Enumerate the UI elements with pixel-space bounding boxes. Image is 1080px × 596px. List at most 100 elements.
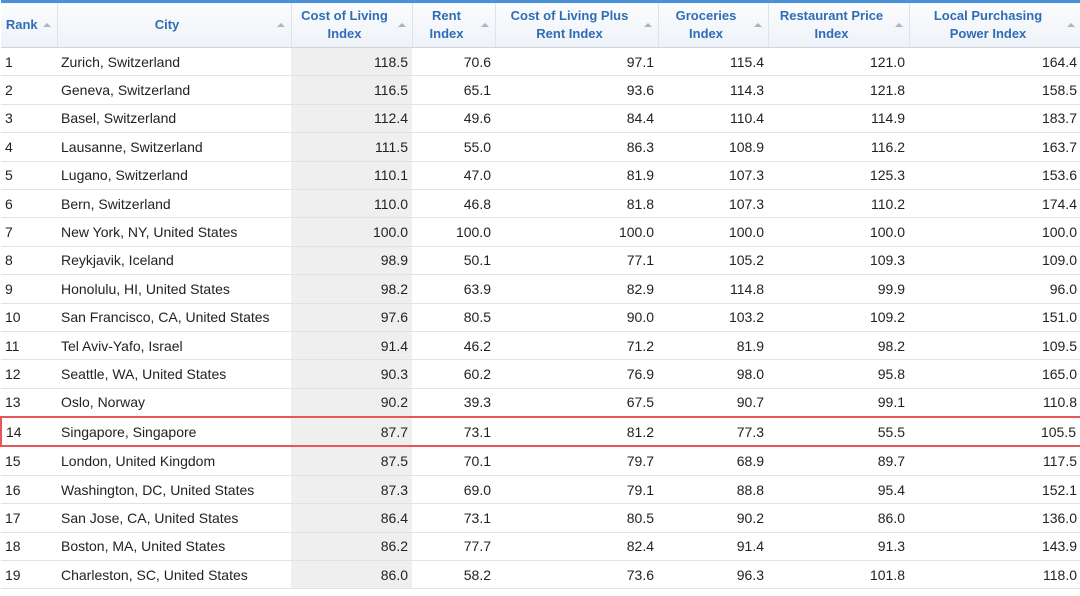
index-cell: 90.0 bbox=[495, 303, 658, 332]
index-cell: 109.0 bbox=[909, 246, 1080, 276]
index-cell: 90.2 bbox=[291, 388, 412, 418]
index-cell: 73.1 bbox=[412, 503, 495, 533]
index-cell: 79.7 bbox=[495, 446, 658, 476]
index-cell: 80.5 bbox=[495, 503, 658, 533]
index-cell: 90.2 bbox=[658, 503, 768, 533]
index-cell: 136.0 bbox=[909, 503, 1080, 533]
index-cell: 65.1 bbox=[412, 75, 495, 105]
rank-cell: 18 bbox=[1, 532, 57, 562]
city-cell: Zurich, Switzerland bbox=[57, 47, 291, 77]
index-cell: 86.3 bbox=[495, 132, 658, 162]
index-cell: 110.8 bbox=[909, 388, 1080, 418]
index-cell: 118.0 bbox=[909, 560, 1080, 590]
index-cell: 100.0 bbox=[909, 217, 1080, 247]
index-cell: 165.0 bbox=[909, 359, 1080, 389]
index-cell: 98.0 bbox=[658, 359, 768, 389]
index-cell: 125.3 bbox=[768, 161, 909, 190]
rank-cell: 17 bbox=[1, 503, 57, 533]
index-cell: 117.5 bbox=[909, 446, 1080, 476]
city-cell: London, United Kingdom bbox=[57, 446, 291, 476]
index-cell: 143.9 bbox=[909, 532, 1080, 562]
city-cell: Basel, Switzerland bbox=[57, 104, 291, 134]
rank-cell: 15 bbox=[1, 446, 57, 476]
index-cell: 111.5 bbox=[291, 132, 412, 162]
index-cell: 100.0 bbox=[658, 217, 768, 247]
table-row: 5 Lugano, Switzerland 110.1 47.0 81.9 107.3 12… bbox=[1, 161, 1080, 190]
rank-cell: 7 bbox=[1, 217, 57, 247]
index-cell: 88.8 bbox=[658, 475, 768, 505]
column-header[interactable]: Restaurant Price Index bbox=[768, 1, 910, 48]
city-cell: Lausanne, Switzerland bbox=[57, 132, 291, 162]
index-cell: 99.9 bbox=[768, 274, 909, 304]
index-cell: 71.2 bbox=[495, 331, 658, 361]
column-header[interactable]: City bbox=[57, 1, 292, 48]
column-header[interactable]: Groceries Index bbox=[658, 1, 769, 48]
index-cell: 91.3 bbox=[768, 532, 909, 562]
index-cell: 100.0 bbox=[412, 217, 495, 247]
city-cell: Singapore, Singapore bbox=[57, 416, 291, 448]
rank-cell: 13 bbox=[1, 388, 57, 418]
city-cell: Bern, Switzerland bbox=[57, 189, 291, 219]
table-row: 8 Reykjavik, Iceland 98.9 50.1 77.1 105.2 109.… bbox=[1, 246, 1080, 276]
city-cell: Seattle, WA, United States bbox=[57, 359, 291, 389]
index-cell: 80.5 bbox=[412, 303, 495, 332]
header-row: Rank City Cost of Living Index Rent Index Co… bbox=[1, 1, 1080, 48]
index-cell: 183.7 bbox=[909, 104, 1080, 134]
index-cell: 112.4 bbox=[291, 104, 412, 134]
index-cell: 109.5 bbox=[909, 331, 1080, 361]
index-cell: 47.0 bbox=[412, 161, 495, 190]
index-cell: 121.8 bbox=[768, 75, 909, 105]
rank-cell: 1 bbox=[1, 47, 57, 77]
index-cell: 76.9 bbox=[495, 359, 658, 389]
table-row: 4 Lausanne, Switzerland 111.5 55.0 86.3 108.9… bbox=[1, 132, 1080, 162]
index-cell: 91.4 bbox=[658, 532, 768, 562]
table-row: 12 Seattle, WA, United States 90.3 60.2 76.9… bbox=[1, 359, 1080, 389]
index-cell: 68.9 bbox=[658, 446, 768, 476]
rank-cell: 6 bbox=[1, 189, 57, 219]
rank-cell: 5 bbox=[1, 161, 57, 190]
index-cell: 164.4 bbox=[909, 47, 1080, 77]
index-cell: 97.6 bbox=[291, 303, 412, 332]
index-cell: 100.0 bbox=[768, 217, 909, 247]
index-cell: 69.0 bbox=[412, 475, 495, 505]
rank-cell: 10 bbox=[1, 303, 57, 332]
table-row: 17 San Jose, CA, United States 86.4 73.1 80.… bbox=[1, 503, 1080, 533]
index-cell: 110.2 bbox=[768, 189, 909, 219]
table-row: 15 London, United Kingdom 87.5 70.1 79.7 68.9… bbox=[1, 446, 1080, 476]
rank-cell: 4 bbox=[1, 132, 57, 162]
city-cell: Charleston, SC, United States bbox=[57, 560, 291, 590]
index-cell: 98.2 bbox=[291, 274, 412, 304]
index-cell: 87.5 bbox=[291, 446, 412, 476]
table-row: 13 Oslo, Norway 90.2 39.3 67.5 90.7 99.1 110.8 bbox=[1, 388, 1080, 418]
index-cell: 70.1 bbox=[412, 446, 495, 476]
table-row: 6 Bern, Switzerland 110.0 46.8 81.8 107.3 110.… bbox=[1, 189, 1080, 219]
column-header[interactable]: Cost of Living Plus Rent Index bbox=[495, 1, 659, 48]
column-header[interactable]: Cost of Living Index bbox=[291, 1, 413, 48]
index-cell: 90.7 bbox=[658, 388, 768, 418]
index-cell: 95.4 bbox=[768, 475, 909, 505]
index-cell: 109.3 bbox=[768, 246, 909, 276]
index-cell: 109.2 bbox=[768, 303, 909, 332]
index-cell: 110.0 bbox=[291, 189, 412, 219]
index-cell: 95.8 bbox=[768, 359, 909, 389]
index-cell: 115.4 bbox=[658, 47, 768, 77]
column-header[interactable]: Rent Index bbox=[412, 1, 496, 48]
rank-cell: 11 bbox=[1, 331, 57, 361]
index-cell: 151.0 bbox=[909, 303, 1080, 332]
rank-cell: 19 bbox=[1, 560, 57, 590]
table-row: 16 Washington, DC, United States 87.3 69.0 7… bbox=[1, 475, 1080, 505]
column-header[interactable]: Local Purchasing Power Index bbox=[909, 1, 1080, 48]
index-cell: 81.9 bbox=[495, 161, 658, 190]
index-cell: 77.7 bbox=[412, 532, 495, 562]
index-cell: 46.8 bbox=[412, 189, 495, 219]
index-cell: 90.3 bbox=[291, 359, 412, 389]
index-cell: 105.5 bbox=[909, 416, 1080, 448]
index-cell: 96.3 bbox=[658, 560, 768, 590]
column-header[interactable]: Rank bbox=[1, 1, 58, 48]
index-cell: 82.9 bbox=[495, 274, 658, 304]
index-cell: 77.3 bbox=[658, 416, 768, 448]
table-row: 14 Singapore, Singapore 87.7 73.1 81.2 77.3 55… bbox=[0, 416, 1080, 448]
index-cell: 55.0 bbox=[412, 132, 495, 162]
